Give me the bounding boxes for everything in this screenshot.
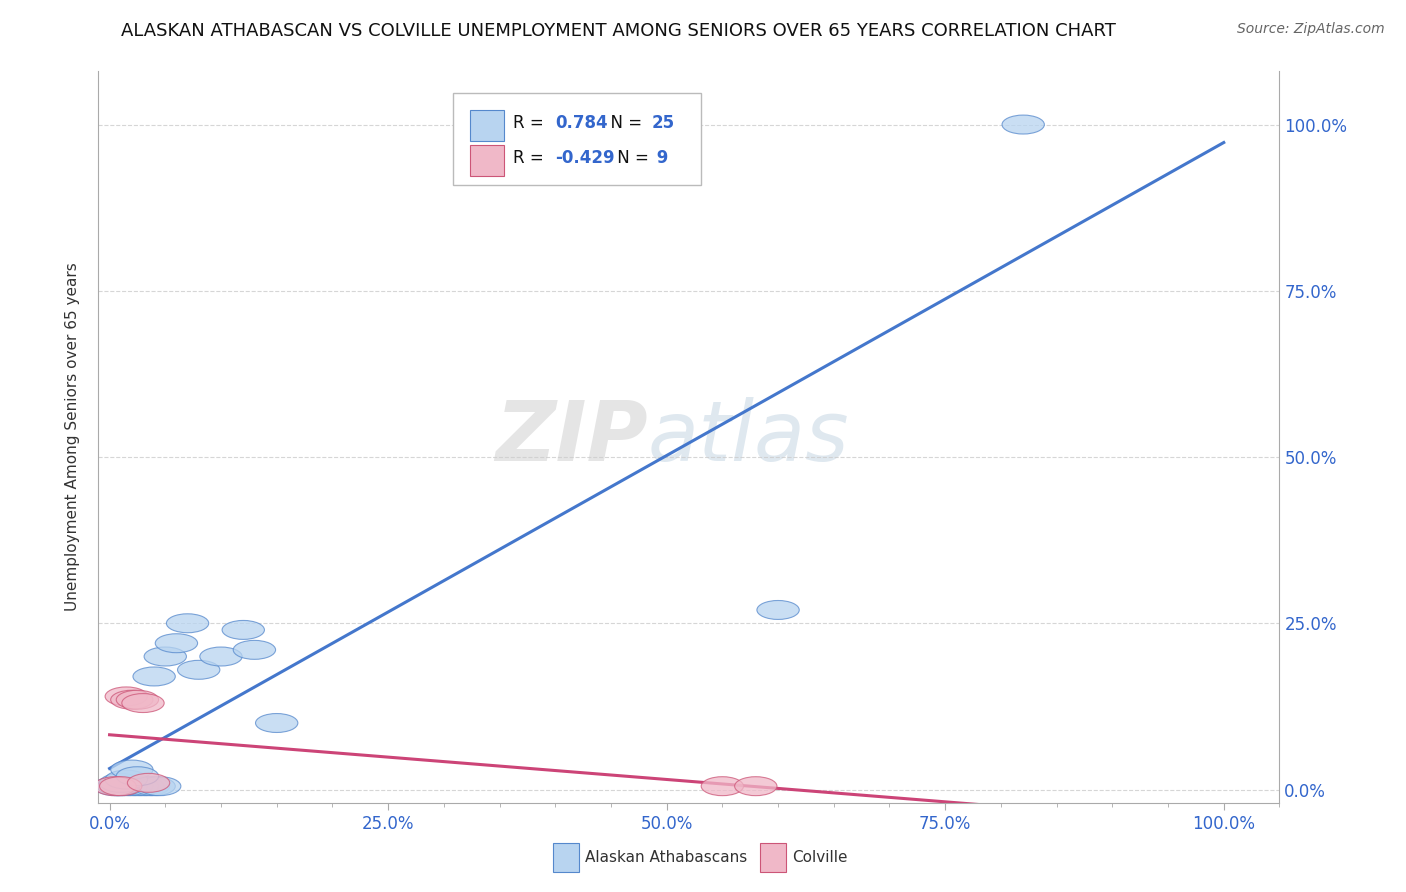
- Ellipse shape: [111, 760, 153, 779]
- Ellipse shape: [1002, 115, 1045, 134]
- FancyBboxPatch shape: [453, 94, 700, 185]
- Text: atlas: atlas: [648, 397, 849, 477]
- Ellipse shape: [111, 690, 153, 709]
- Text: ALASKAN ATHABASCAN VS COLVILLE UNEMPLOYMENT AMONG SENIORS OVER 65 YEARS CORRELAT: ALASKAN ATHABASCAN VS COLVILLE UNEMPLOYM…: [121, 22, 1116, 40]
- Ellipse shape: [105, 777, 148, 796]
- Ellipse shape: [111, 777, 153, 796]
- Text: R =: R =: [513, 113, 548, 131]
- Ellipse shape: [117, 767, 159, 786]
- Ellipse shape: [117, 777, 159, 796]
- Ellipse shape: [94, 777, 136, 796]
- Ellipse shape: [143, 647, 187, 666]
- Ellipse shape: [222, 621, 264, 640]
- Ellipse shape: [122, 694, 165, 713]
- Text: N =: N =: [612, 149, 654, 167]
- Ellipse shape: [139, 777, 181, 796]
- Ellipse shape: [166, 614, 208, 632]
- Text: -0.429: -0.429: [555, 149, 614, 167]
- Text: 0.784: 0.784: [555, 113, 609, 131]
- Ellipse shape: [155, 633, 198, 653]
- Ellipse shape: [100, 777, 142, 796]
- Y-axis label: Unemployment Among Seniors over 65 years: Unemployment Among Seniors over 65 years: [65, 263, 80, 611]
- Text: Alaskan Athabascans: Alaskan Athabascans: [585, 850, 747, 865]
- FancyBboxPatch shape: [471, 145, 503, 176]
- Ellipse shape: [128, 773, 170, 792]
- Ellipse shape: [200, 647, 242, 666]
- Ellipse shape: [177, 660, 219, 680]
- Ellipse shape: [97, 777, 139, 796]
- Ellipse shape: [233, 640, 276, 659]
- Ellipse shape: [256, 714, 298, 732]
- Text: 25: 25: [651, 113, 675, 131]
- FancyBboxPatch shape: [759, 843, 786, 872]
- Ellipse shape: [134, 667, 176, 686]
- Ellipse shape: [117, 690, 159, 709]
- Text: N =: N =: [600, 113, 648, 131]
- FancyBboxPatch shape: [471, 110, 503, 141]
- Ellipse shape: [702, 777, 744, 796]
- Ellipse shape: [105, 770, 148, 789]
- Ellipse shape: [134, 777, 176, 796]
- Ellipse shape: [122, 777, 165, 796]
- Ellipse shape: [756, 600, 799, 619]
- FancyBboxPatch shape: [553, 843, 579, 872]
- Text: ZIP: ZIP: [495, 397, 648, 477]
- Text: Source: ZipAtlas.com: Source: ZipAtlas.com: [1237, 22, 1385, 37]
- Ellipse shape: [734, 777, 778, 796]
- Ellipse shape: [94, 777, 136, 796]
- Ellipse shape: [105, 687, 148, 706]
- Text: Colville: Colville: [792, 850, 848, 865]
- Text: R =: R =: [513, 149, 548, 167]
- Ellipse shape: [128, 777, 170, 796]
- Ellipse shape: [100, 777, 142, 796]
- Text: 9: 9: [651, 149, 668, 167]
- Ellipse shape: [100, 773, 142, 792]
